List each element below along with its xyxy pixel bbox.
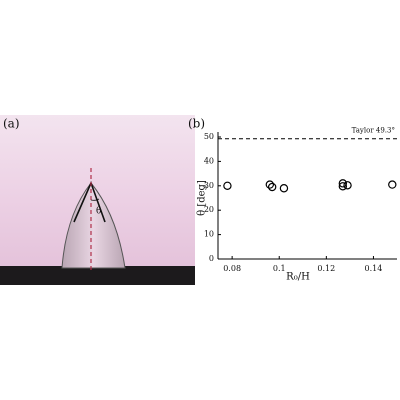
x-tick-label: 0.08 <box>223 264 241 273</box>
x-axis-label: R₀/H <box>286 272 310 283</box>
y-axis-label: θ [deg] <box>197 180 208 216</box>
y-tick-label: 40 <box>204 156 214 165</box>
point <box>279 184 289 193</box>
x-tick-label: 0.1 <box>273 264 286 273</box>
point <box>223 181 232 190</box>
point <box>338 179 348 188</box>
substrate <box>0 266 195 285</box>
panel-label: (a) <box>3 117 20 131</box>
point <box>343 181 352 190</box>
photo: θ (a) <box>0 115 195 285</box>
x-tick-label: 0.12 <box>317 264 335 273</box>
panel-label: (b) <box>188 117 205 131</box>
y-tick-label: 10 <box>204 230 214 239</box>
angle-label: θ <box>96 207 101 217</box>
point <box>338 182 348 191</box>
angle-arc <box>90 198 100 201</box>
y-tick-label: 50 <box>204 132 214 141</box>
point <box>265 180 275 189</box>
point <box>388 180 397 189</box>
point <box>267 182 277 192</box>
y-tick-label: 20 <box>204 205 214 214</box>
y-tick-label: 0 <box>209 254 214 263</box>
reference-label: Taylor 49.3° <box>352 127 395 135</box>
x-tick-label: 0.14 <box>365 264 383 273</box>
y-tick-label: 30 <box>204 181 214 190</box>
